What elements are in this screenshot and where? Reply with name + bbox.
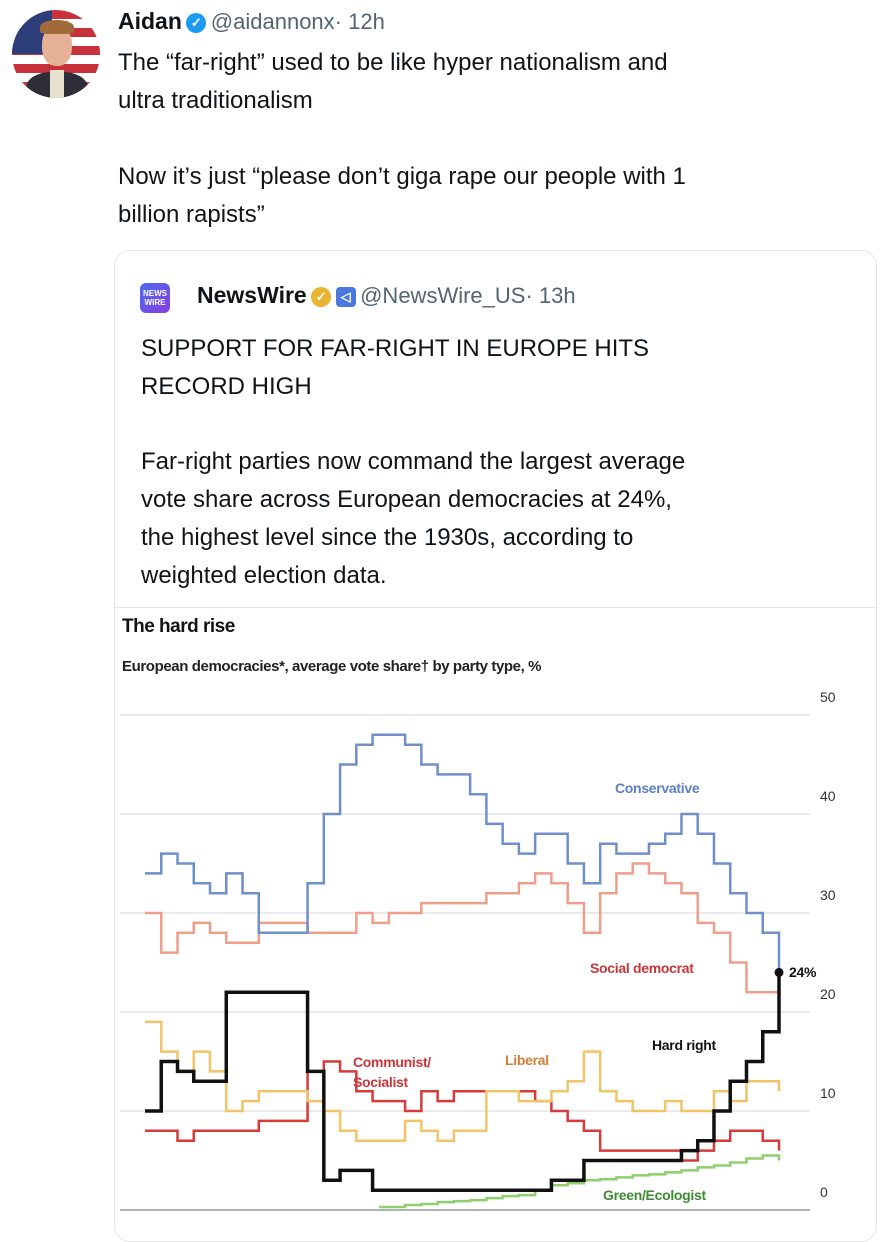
headline-line: SUPPORT FOR FAR-RIGHT IN EUROPE HITS	[141, 335, 650, 362]
chart-title: The hard rise	[122, 616, 235, 637]
end-point-marker	[774, 967, 784, 977]
affiliate-icon: ◁	[335, 287, 356, 307]
label-hard-right: Hard right	[652, 1037, 716, 1053]
chart-subtitle: European democracies*, average vote shar…	[122, 658, 542, 675]
y-tick-label: 20	[820, 986, 836, 1002]
avatar[interactable]	[12, 10, 100, 98]
newswire-logo: NEWS WIRE	[140, 283, 170, 313]
chart-divider	[115, 607, 875, 608]
quote-time[interactable]: · 13h	[525, 283, 576, 308]
y-tick-label: 50	[820, 689, 836, 705]
author-name[interactable]: Aidan	[118, 8, 182, 34]
tweet-text: The “far-right” used to be like hyper na…	[118, 44, 686, 234]
series-line-conservative	[145, 733, 781, 973]
quote-header: NewsWire ✓ ◁ @NewsWire_US· 13h	[197, 282, 576, 309]
label-liberal: Liberal	[505, 1052, 549, 1068]
body-line: vote share across European democracies a…	[141, 486, 672, 513]
y-tick-label: 40	[820, 788, 836, 804]
author-handle[interactable]: @aidannonx	[210, 9, 335, 34]
tweet-header: Aidan ✓ @aidannonx· 12h	[118, 8, 385, 35]
label-social-democrat: Social democrat	[590, 960, 694, 976]
tweet-line: Now it’s just “please don’t giga rape ou…	[118, 163, 686, 190]
quote-author-name[interactable]: NewsWire	[197, 282, 307, 308]
verified-badge-icon: ✓	[186, 13, 207, 33]
avatar-shirt	[50, 70, 64, 98]
body-line: the highest level since the 1930s, accor…	[141, 524, 634, 551]
quote-handle[interactable]: @NewsWire_US	[360, 283, 526, 308]
body-line: weighted election data.	[141, 562, 387, 589]
tweet-line: The “far-right” used to be like hyper na…	[118, 49, 668, 76]
series-line-hard-right	[145, 972, 781, 1192]
headline-line: RECORD HIGH	[141, 373, 312, 400]
tweet-line: ultra traditionalism	[118, 87, 313, 114]
label-conservative: Conservative	[615, 780, 700, 796]
end-value-label: 24%	[789, 964, 817, 980]
tweet-time[interactable]: · 12h	[334, 9, 385, 34]
series-line-social-democrat	[145, 862, 781, 994]
y-tick-label: 30	[820, 887, 836, 903]
avatar-hair	[40, 20, 74, 34]
body-line: Far-right parties now command the larges…	[141, 448, 686, 475]
label-communist-socialist: Communist/ Socialist	[353, 1054, 431, 1090]
gold-verified-badge-icon: ✓	[311, 287, 332, 307]
y-tick-label: 0	[820, 1184, 828, 1200]
quote-headline: SUPPORT FOR FAR-RIGHT IN EUROPE HITS REC…	[141, 330, 649, 406]
y-tick-label: 10	[820, 1085, 836, 1101]
label-green-ecologist: Green/Ecologist	[603, 1187, 706, 1203]
series-line-liberal	[145, 1020, 781, 1142]
tweet-line: billion rapists”	[118, 201, 265, 228]
quote-body: Far-right parties now command the larges…	[141, 443, 685, 595]
